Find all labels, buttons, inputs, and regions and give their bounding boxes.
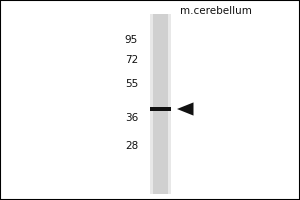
Bar bbox=[150, 14, 171, 194]
Text: 72: 72 bbox=[125, 55, 138, 65]
Text: 55: 55 bbox=[125, 79, 138, 89]
Text: m.cerebellum: m.cerebellum bbox=[180, 6, 252, 16]
Bar bbox=[168, 14, 171, 194]
Text: 95: 95 bbox=[125, 35, 138, 45]
Bar bbox=[150, 14, 153, 194]
Polygon shape bbox=[177, 102, 194, 116]
Text: 36: 36 bbox=[125, 113, 138, 123]
Bar bbox=[150, 107, 171, 111]
Text: 28: 28 bbox=[125, 141, 138, 151]
